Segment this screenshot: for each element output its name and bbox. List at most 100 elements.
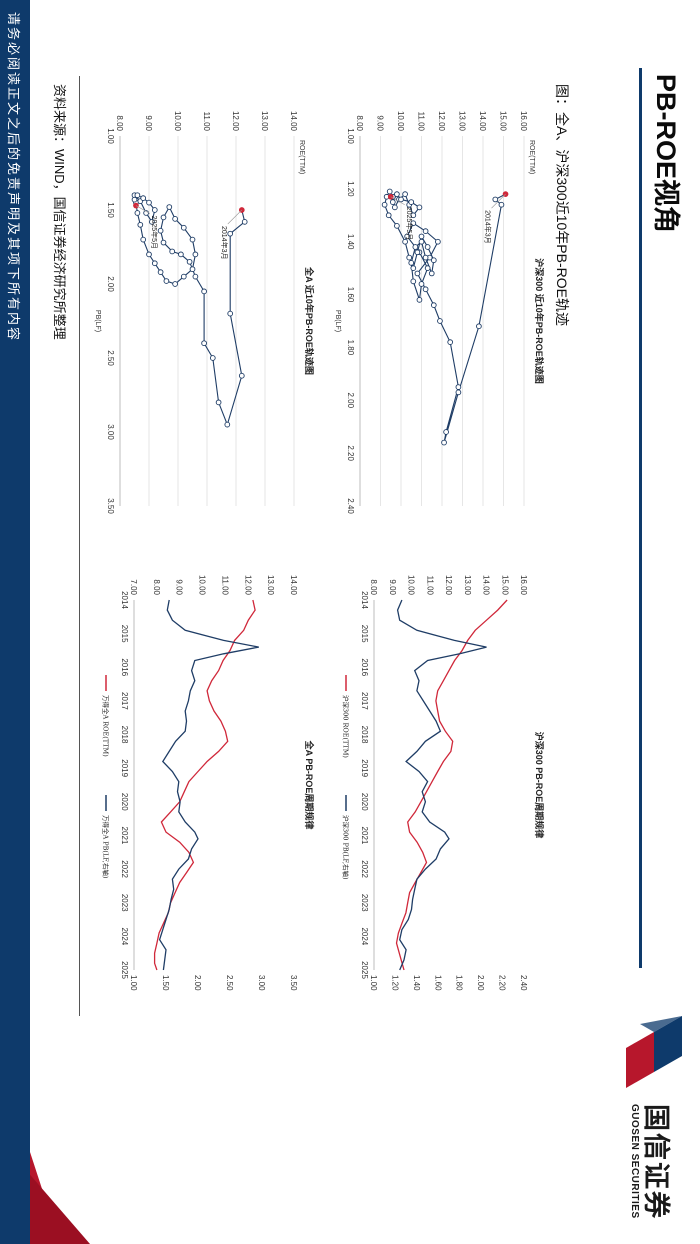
trajectory-point bbox=[394, 191, 400, 197]
trajectory-point bbox=[227, 310, 234, 317]
trajectory-point bbox=[137, 221, 144, 228]
chart-title: 沪深300 近10年PB-ROE轨迹图 bbox=[534, 258, 545, 384]
trajectory-point bbox=[227, 230, 234, 237]
legend-label: 万得全A ROE(TTM) bbox=[102, 695, 111, 757]
quanA-cycle-chart: 全A PB-ROE周期规律 7.00 8.00 9.00 10.00 11.00 12.00… bbox=[102, 575, 316, 991]
trajectory-point bbox=[424, 244, 431, 250]
trajectory-point bbox=[437, 318, 443, 324]
trajectory-point bbox=[241, 218, 248, 225]
hs300-trajectory-chart: 沪深300 近10年PB-ROE轨迹图 8.00 9.00 10.00 11.00 12.… bbox=[334, 111, 545, 514]
y-tick-label: 14.00 bbox=[478, 111, 487, 132]
x-tick-label: 1.00 bbox=[106, 128, 115, 144]
trajectory-point bbox=[134, 192, 141, 199]
x-tick-label: 2.00 bbox=[346, 392, 355, 408]
y-axis-label: ROE(TTM) bbox=[528, 140, 535, 174]
trajectory-point bbox=[410, 278, 417, 285]
trajectory-point bbox=[385, 212, 392, 219]
x-tick-label: 2015 bbox=[360, 625, 369, 643]
y-right-tick-label: 2.00 bbox=[476, 975, 485, 991]
y-tick-label: 11.00 bbox=[202, 112, 211, 132]
y-right-tick-label: 2.50 bbox=[225, 975, 234, 991]
y-tick-label: 11.00 bbox=[417, 112, 426, 132]
trajectory-point bbox=[389, 199, 396, 205]
trajectory-point bbox=[476, 323, 482, 330]
y-right-tick-label: 2.00 bbox=[193, 975, 202, 991]
logo-english-name: GUOSEN SECURITIES bbox=[629, 1104, 640, 1219]
x-tick-label: 2017 bbox=[120, 692, 129, 710]
trajectory-point bbox=[140, 236, 147, 243]
y-left-tick-label: 12.00 bbox=[444, 575, 453, 596]
trajectory-point bbox=[160, 214, 167, 221]
y-tick-label: 13.00 bbox=[260, 111, 269, 132]
trajectory-point bbox=[414, 249, 421, 256]
y-right-tick-label: 1.50 bbox=[161, 975, 170, 991]
trajectory-point bbox=[151, 260, 158, 267]
trajectory-point bbox=[498, 201, 505, 208]
y-right-tick-label: 2.40 bbox=[519, 975, 528, 991]
x-tick-label: 1.20 bbox=[346, 181, 355, 197]
trajectory-point bbox=[192, 251, 199, 258]
trajectory-point bbox=[418, 281, 425, 287]
y-right-tick-label: 3.50 bbox=[289, 975, 298, 991]
y-tick-label: 10.00 bbox=[173, 111, 182, 132]
trajectory-point bbox=[157, 227, 164, 234]
x-tick-label: 3.50 bbox=[106, 498, 115, 514]
trajectory-point bbox=[422, 228, 429, 234]
hs300-cycle-chart: 沪深300 PB-ROE周期规律 8.00 9.00 10.00 11.00 12.00 1… bbox=[342, 575, 546, 991]
trajectory-point bbox=[186, 258, 193, 265]
trajectory-point bbox=[402, 191, 408, 197]
figure-caption: 图：全A、沪深300近10年PB-ROE轨迹 bbox=[554, 84, 570, 326]
y-right-tick-label: 3.00 bbox=[257, 975, 266, 991]
y-left-tick-label: 15.00 bbox=[500, 575, 509, 596]
trajectory-point bbox=[402, 238, 408, 245]
y-tick-label: 9.00 bbox=[144, 115, 153, 131]
end-leader bbox=[135, 205, 151, 214]
y-left-tick-label: 14.00 bbox=[482, 575, 491, 596]
x-tick-label: 2.00 bbox=[106, 276, 115, 292]
trajectory-point bbox=[492, 196, 499, 203]
y-left-tick-label: 12.00 bbox=[243, 575, 252, 596]
trajectory-point bbox=[418, 238, 425, 245]
y-tick-label: 9.00 bbox=[376, 115, 385, 131]
trajectory-point bbox=[430, 257, 437, 264]
legend-label: 万得全A PB(LF,右轴) bbox=[102, 815, 111, 879]
trajectory-point bbox=[408, 260, 415, 266]
trajectory-point bbox=[416, 297, 423, 303]
trajectory-point bbox=[166, 204, 173, 210]
end-annotation: 2025年5月 bbox=[405, 207, 414, 240]
y-tick-label: 12.00 bbox=[231, 111, 240, 132]
trajectory-point bbox=[394, 223, 400, 229]
chart-title: 全A PB-ROE周期规律 bbox=[304, 740, 315, 830]
trajectory-point bbox=[160, 239, 167, 246]
trajectory-point bbox=[398, 196, 404, 203]
x-tick-label: 1.40 bbox=[346, 234, 355, 250]
trajectory-point bbox=[209, 355, 216, 361]
x-axis-label: PB(LF) bbox=[94, 310, 101, 332]
y-tick-label: 16.00 bbox=[519, 111, 528, 132]
x-tick-label: 2023 bbox=[360, 894, 369, 912]
trajectory-point bbox=[406, 254, 413, 261]
trajectory-point bbox=[386, 188, 393, 195]
trajectory-point bbox=[157, 269, 164, 276]
trajectory-point bbox=[178, 251, 184, 258]
x-tick-label: 3.00 bbox=[106, 424, 115, 440]
series-line-0 bbox=[153, 599, 256, 971]
x-tick-label: 2016 bbox=[120, 658, 129, 676]
trajectory-point bbox=[441, 439, 447, 446]
trajectory-point bbox=[424, 265, 431, 271]
trajectory-point bbox=[387, 193, 394, 200]
trajectory-point bbox=[416, 204, 423, 211]
x-tick-label: 2024 bbox=[120, 927, 129, 945]
y-tick-label: 13.00 bbox=[458, 111, 467, 132]
x-tick-label: 2017 bbox=[360, 692, 369, 710]
y-left-tick-label: 14.00 bbox=[289, 575, 298, 596]
guosen-logo-icon bbox=[626, 1016, 682, 1088]
company-logo: 国信证券 GUOSEN SECURITIES bbox=[608, 1012, 690, 1232]
y-tick-label: 15.00 bbox=[499, 111, 508, 132]
y-left-tick-label: 11.00 bbox=[220, 576, 229, 596]
trajectory-point bbox=[443, 429, 449, 435]
legend-label: 沪深300 ROE(TTM) bbox=[342, 695, 351, 758]
logo-chinese-name: 国信证券 bbox=[641, 1104, 671, 1220]
trajectory-point bbox=[238, 372, 245, 379]
